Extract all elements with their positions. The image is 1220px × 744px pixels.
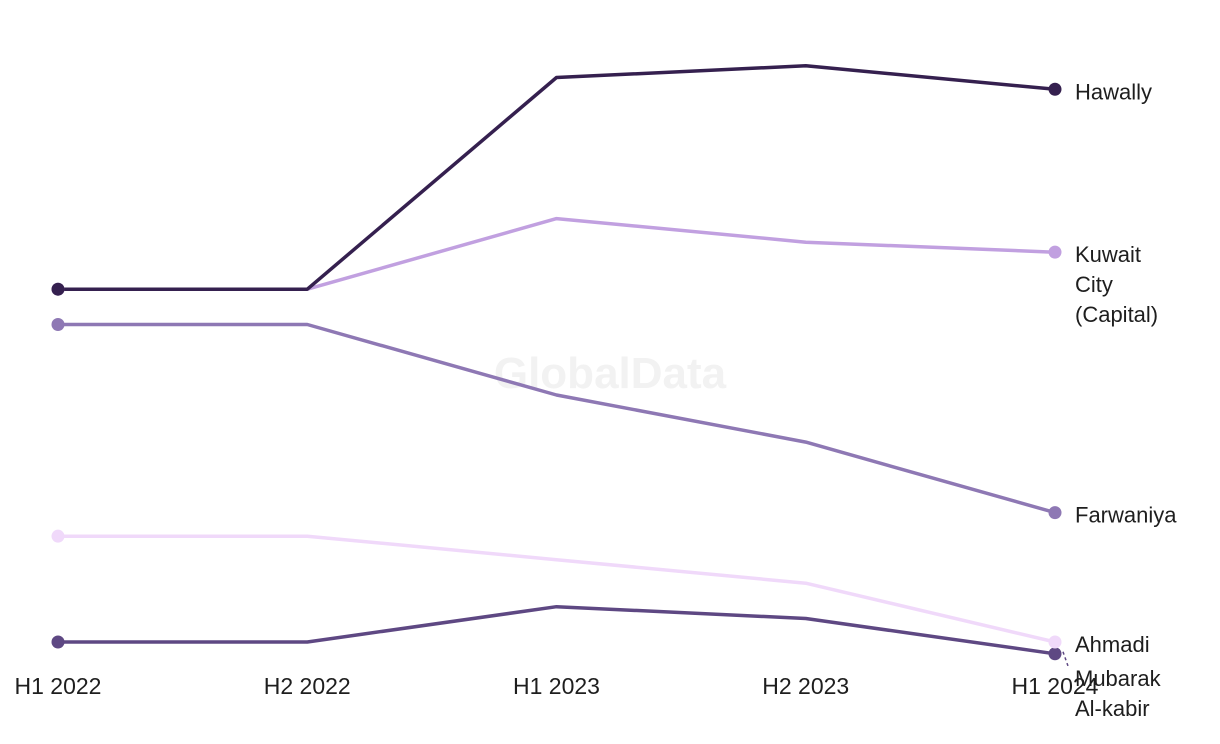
series-label-hawally: Hawally: [1075, 79, 1152, 104]
series-lines: [58, 64, 1056, 656]
x-axis-ticks: H1 2022 H2 2022 H1 2023 H2 2023 H1 2024: [15, 673, 1099, 699]
series-line-farwaniya: [58, 322, 1056, 515]
series-point-hawally-0: [51, 282, 65, 296]
series-point-hawally-4: [1048, 82, 1062, 96]
x-tick-label: H1 2024: [1012, 673, 1099, 699]
series-points: [51, 82, 1062, 661]
series-point-kuwait-city-capital-4: [1048, 245, 1062, 259]
series-label-mubarak-al-kabir: Mubarak Al-kabir: [1075, 666, 1162, 721]
series-point-mubarak-al-kabir-4: [1048, 647, 1062, 661]
series-line-ahmadi: [58, 534, 1056, 644]
x-tick-label: H2 2022: [264, 673, 351, 699]
series-point-farwaniya-4: [1048, 506, 1062, 520]
x-tick-label: H1 2022: [15, 673, 102, 699]
x-tick-label: H1 2023: [513, 673, 600, 699]
series-line-mubarak-al-kabir: [58, 604, 1056, 656]
series-label-farwaniya: Farwaniya: [1075, 503, 1177, 528]
label-leader-mubarak-al-kabir: [1062, 651, 1069, 667]
series-label-ahmadi: Ahmadi: [1075, 632, 1150, 657]
watermark: GlobalData: [494, 349, 727, 398]
series-line-hawally: [58, 64, 1056, 291]
series-point-farwaniya-0: [51, 317, 65, 331]
series-point-ahmadi-0: [51, 529, 65, 543]
x-tick-label: H2 2023: [762, 673, 849, 699]
series-labels: Hawally Kuwait City (Capital) Farwaniya Ahmad…: [1062, 79, 1177, 721]
series-label-kuwait-city-capital: Kuwait City (Capital): [1075, 242, 1158, 327]
series-line-kuwait-city-capital: [58, 216, 1056, 291]
series-point-ahmadi-4: [1048, 635, 1062, 649]
series-point-mubarak-al-kabir-0: [51, 635, 65, 649]
